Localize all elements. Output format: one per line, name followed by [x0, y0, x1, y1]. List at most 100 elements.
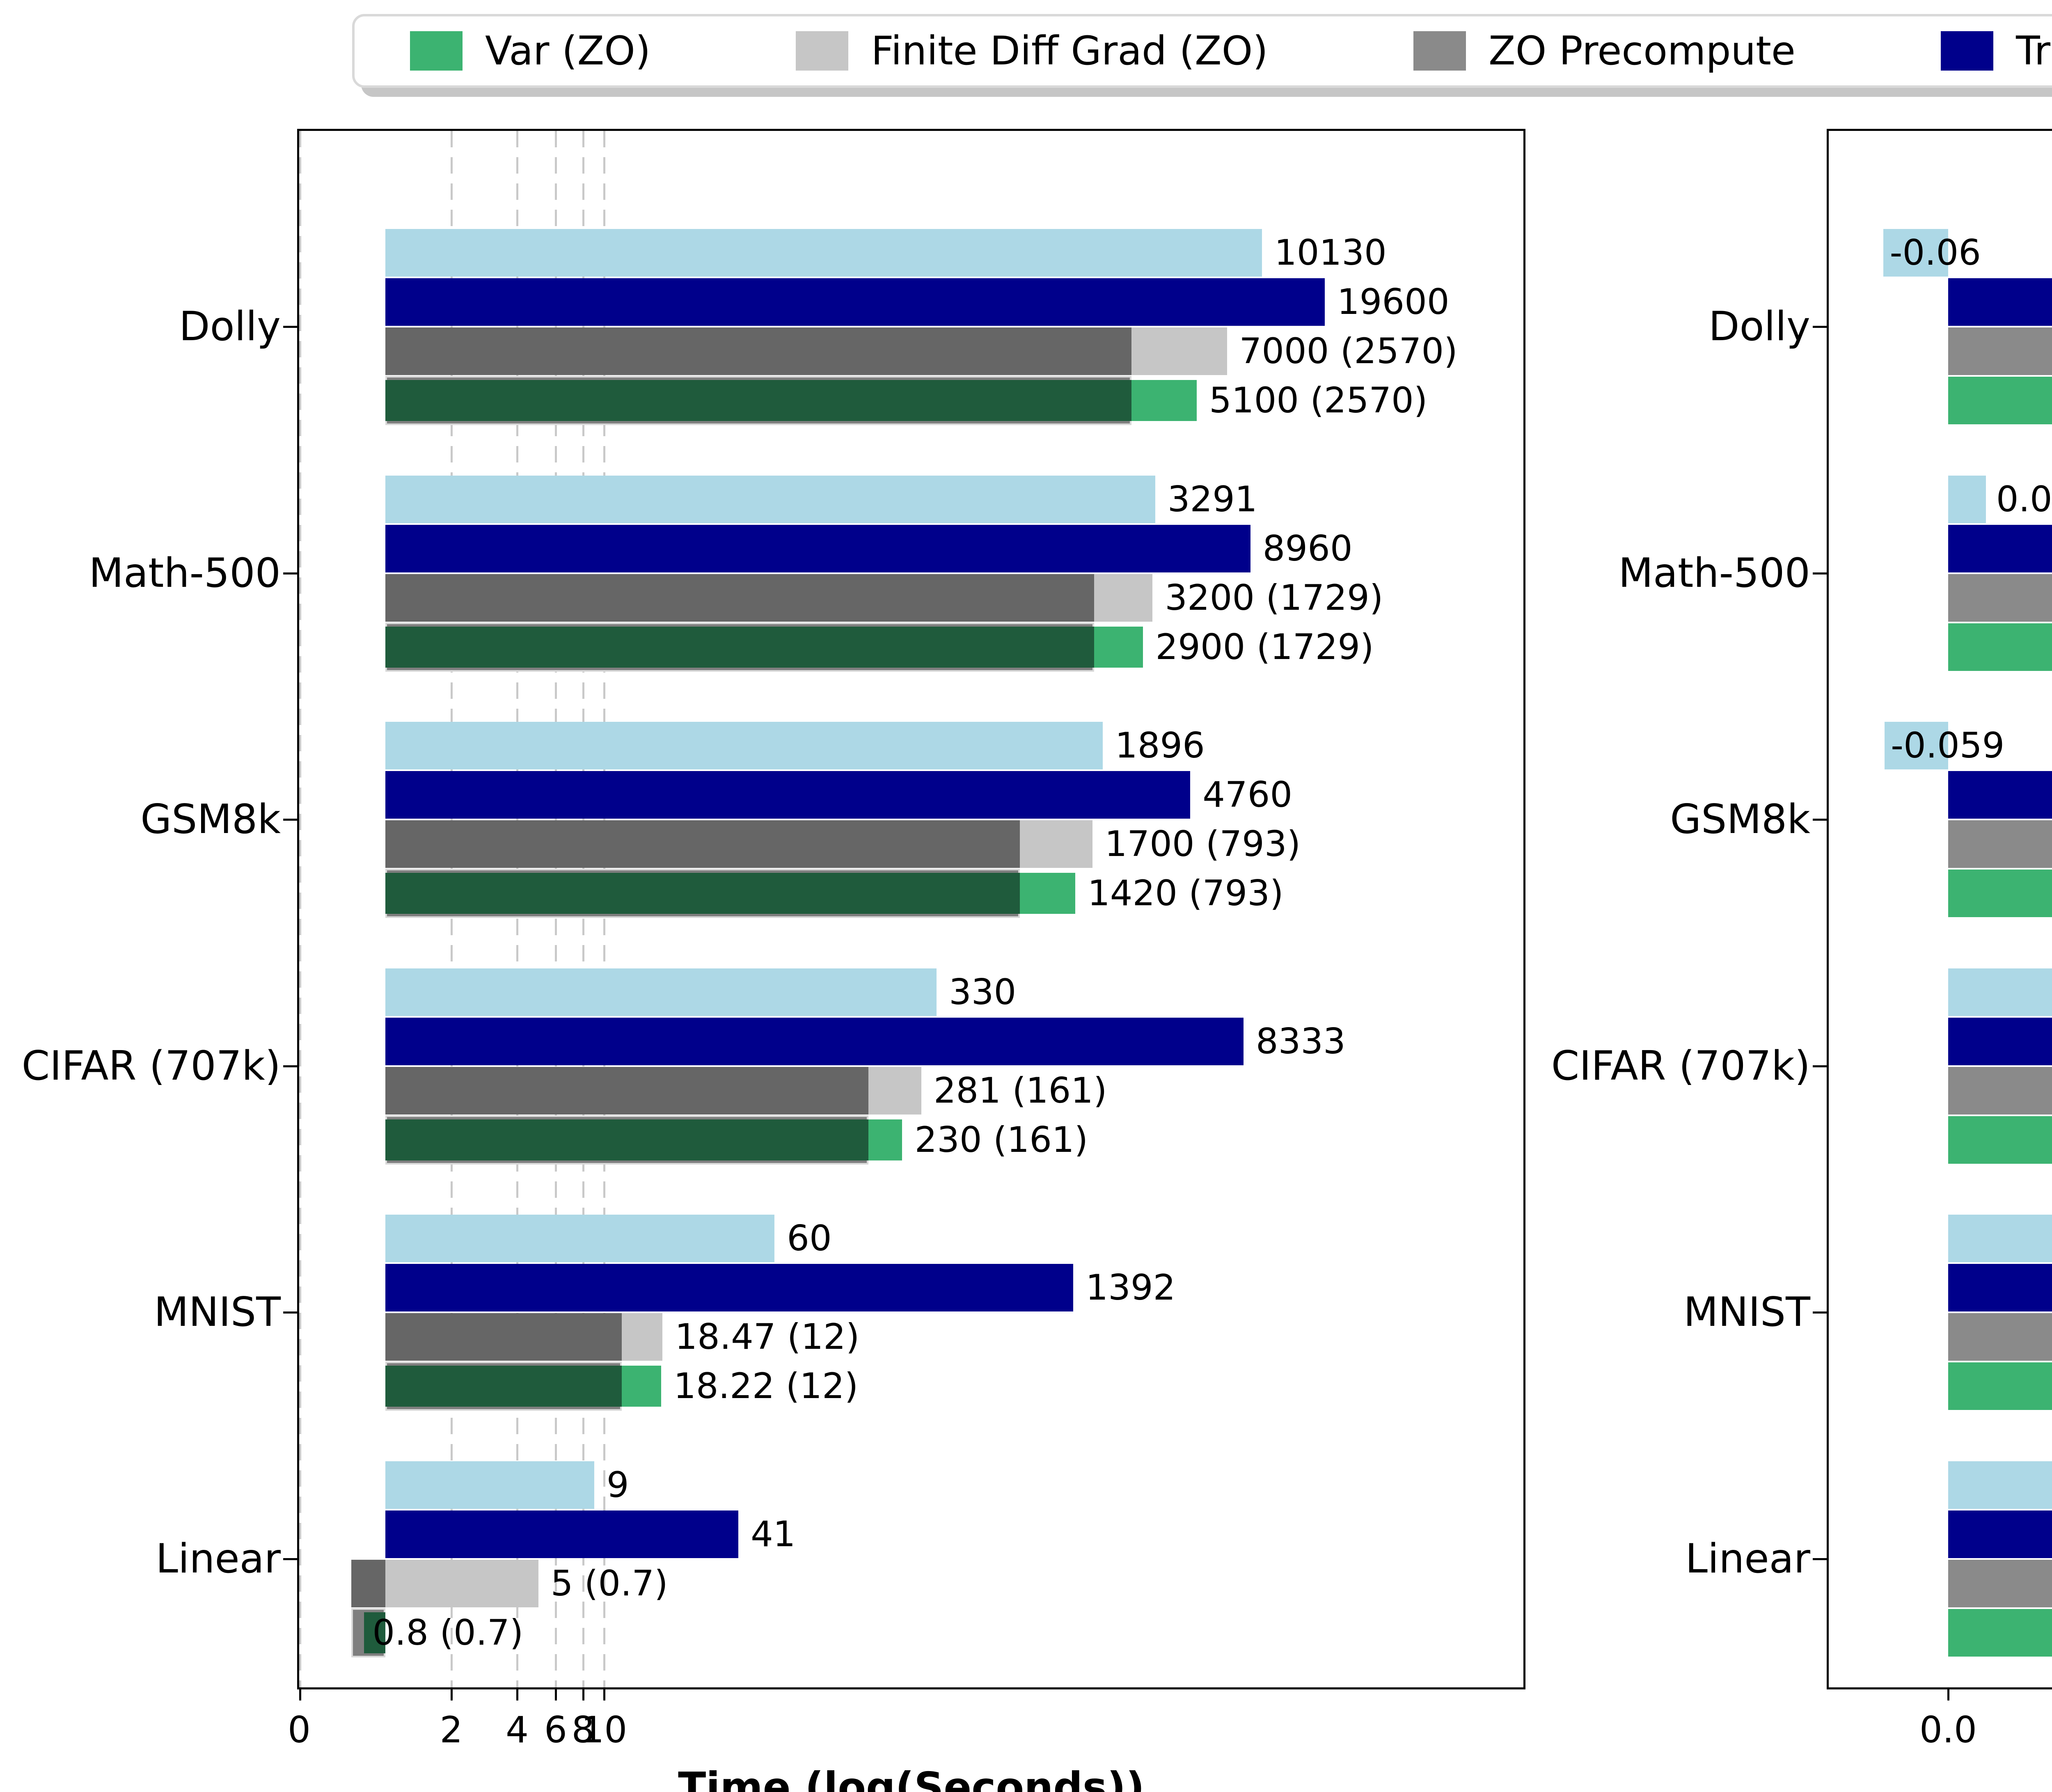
x-tick-label: 10 [581, 1709, 628, 1751]
bar [385, 1461, 594, 1509]
bar-var-precompute [385, 626, 1094, 668]
y-tick-mark [1813, 326, 1827, 328]
y-tick-mark [1813, 819, 1827, 821]
bar [1948, 1559, 2052, 1607]
legend-label: ZO Precompute [1488, 28, 1796, 74]
bar [1948, 524, 2052, 572]
value-label: 230 (161) [914, 1119, 1088, 1160]
y-category-label: Math-500 [89, 549, 281, 597]
bar [1948, 1017, 2052, 1065]
value-label: 10130 [1274, 232, 1387, 273]
bar-finite-precompute [385, 1067, 868, 1115]
y-category-label: Dolly [179, 303, 281, 350]
value-label: 2900 (1729) [1155, 626, 1374, 668]
y-category-label: Linear [1685, 1535, 1810, 1582]
bar [1948, 1264, 2052, 1311]
bar-var-precompute [385, 1366, 622, 1407]
x-tick-mark [516, 1687, 519, 1700]
value-label: 3200 (1729) [1165, 577, 1383, 618]
legend-label: Finite Diff Grad (ZO) [871, 28, 1268, 74]
value-label: 8333 [1255, 1021, 1346, 1062]
bar [385, 968, 937, 1016]
value-label: 5100 (2570) [1209, 380, 1428, 421]
bar [1948, 327, 2052, 375]
x-tick-label: 6 [544, 1709, 567, 1751]
y-tick-mark [1813, 1065, 1827, 1067]
value-label: 18.47 (12) [675, 1316, 860, 1357]
x-tick-label: 8 [571, 1709, 595, 1751]
y-tick-mark [1813, 572, 1827, 574]
y-tick-mark [1813, 1311, 1827, 1314]
spearman-chart: 0.00.20.40.60.81.0SpearmanR CorrelationD… [1551, 129, 2052, 1751]
bar [1948, 623, 2052, 671]
value-label: 8960 [1262, 528, 1353, 569]
bar [1948, 1609, 2052, 1657]
y-tick-mark [283, 819, 297, 821]
y-tick-mark [283, 1065, 297, 1067]
x-tick-mark [450, 1687, 453, 1700]
bar [1948, 574, 2052, 622]
value-label: -0.059 [1891, 725, 2005, 766]
legend-swatch-icon [796, 31, 849, 71]
legend-label: Var (ZO) [485, 28, 651, 74]
y-category-label: MNIST [1683, 1289, 1810, 1336]
bar-finite-precompute [351, 1559, 385, 1607]
value-label: 4760 [1202, 774, 1293, 815]
y-category-label: GSM8k [1670, 796, 1810, 843]
x-tick-mark [299, 1687, 301, 1700]
value-label: 5 (0.7) [550, 1563, 668, 1604]
y-category-label: GSM8k [140, 796, 281, 843]
bar [1948, 1510, 2052, 1558]
bar [385, 524, 1250, 572]
bar [1948, 1362, 2052, 1410]
bar [1948, 1116, 2052, 1164]
bar-var-precompute [385, 1119, 868, 1160]
y-tick-mark [283, 326, 297, 328]
value-label: 330 [949, 971, 1017, 1013]
bar [1948, 820, 2052, 868]
value-label: 18.22 (12) [673, 1366, 859, 1407]
value-label: 1392 [1086, 1267, 1176, 1308]
x-tick-mark [1947, 1687, 1949, 1700]
y-tick-mark [283, 1558, 297, 1560]
bar-var-precompute [364, 1612, 385, 1653]
bar [1948, 968, 2052, 1016]
y-category-label: Math-500 [1618, 549, 1810, 597]
bar-var-precompute [385, 380, 1132, 421]
bar-finite-precompute [385, 820, 1020, 868]
x-tick-label: 0.0 [1919, 1709, 1977, 1751]
value-label: 0.8 (0.7) [372, 1612, 524, 1653]
x-tick-mark [554, 1687, 557, 1700]
bar-finite-total [385, 1559, 538, 1607]
bar-finite-precompute [385, 574, 1094, 622]
value-label: 3291 [1167, 478, 1257, 520]
y-category-label: MNIST [154, 1289, 281, 1336]
bar-var-precompute [385, 873, 1020, 914]
legend-swatch-icon [410, 31, 463, 71]
y-tick-mark [283, 1311, 297, 1314]
bar [1948, 1215, 2052, 1262]
bar [385, 1017, 1244, 1065]
x-tick-mark [603, 1687, 606, 1700]
value-label: 0.035 [1996, 478, 2052, 520]
bar [385, 1510, 739, 1558]
value-label: 1896 [1115, 725, 1205, 766]
x-tick-label: 0 [288, 1709, 311, 1751]
bar [385, 722, 1103, 769]
legend-item: TracIn (FO) [1941, 31, 2052, 71]
x-axis-title: Time (log(Seconds)) [678, 1763, 1145, 1792]
bar [1948, 771, 2052, 819]
value-label: 41 [751, 1513, 796, 1555]
y-category-label: Dolly [1708, 303, 1810, 350]
value-label: 7000 (2570) [1239, 331, 1458, 372]
value-label: 1700 (793) [1104, 824, 1301, 865]
bar [1948, 377, 2052, 424]
bar [385, 475, 1155, 523]
x-tick-label: 2 [440, 1709, 463, 1751]
bar-finite-precompute [385, 327, 1132, 375]
value-label: 1420 (793) [1088, 873, 1284, 914]
y-tick-mark [283, 572, 297, 574]
y-tick-mark [1813, 1558, 1827, 1560]
legend-item: Finite Diff Grad (ZO) [796, 31, 1268, 71]
